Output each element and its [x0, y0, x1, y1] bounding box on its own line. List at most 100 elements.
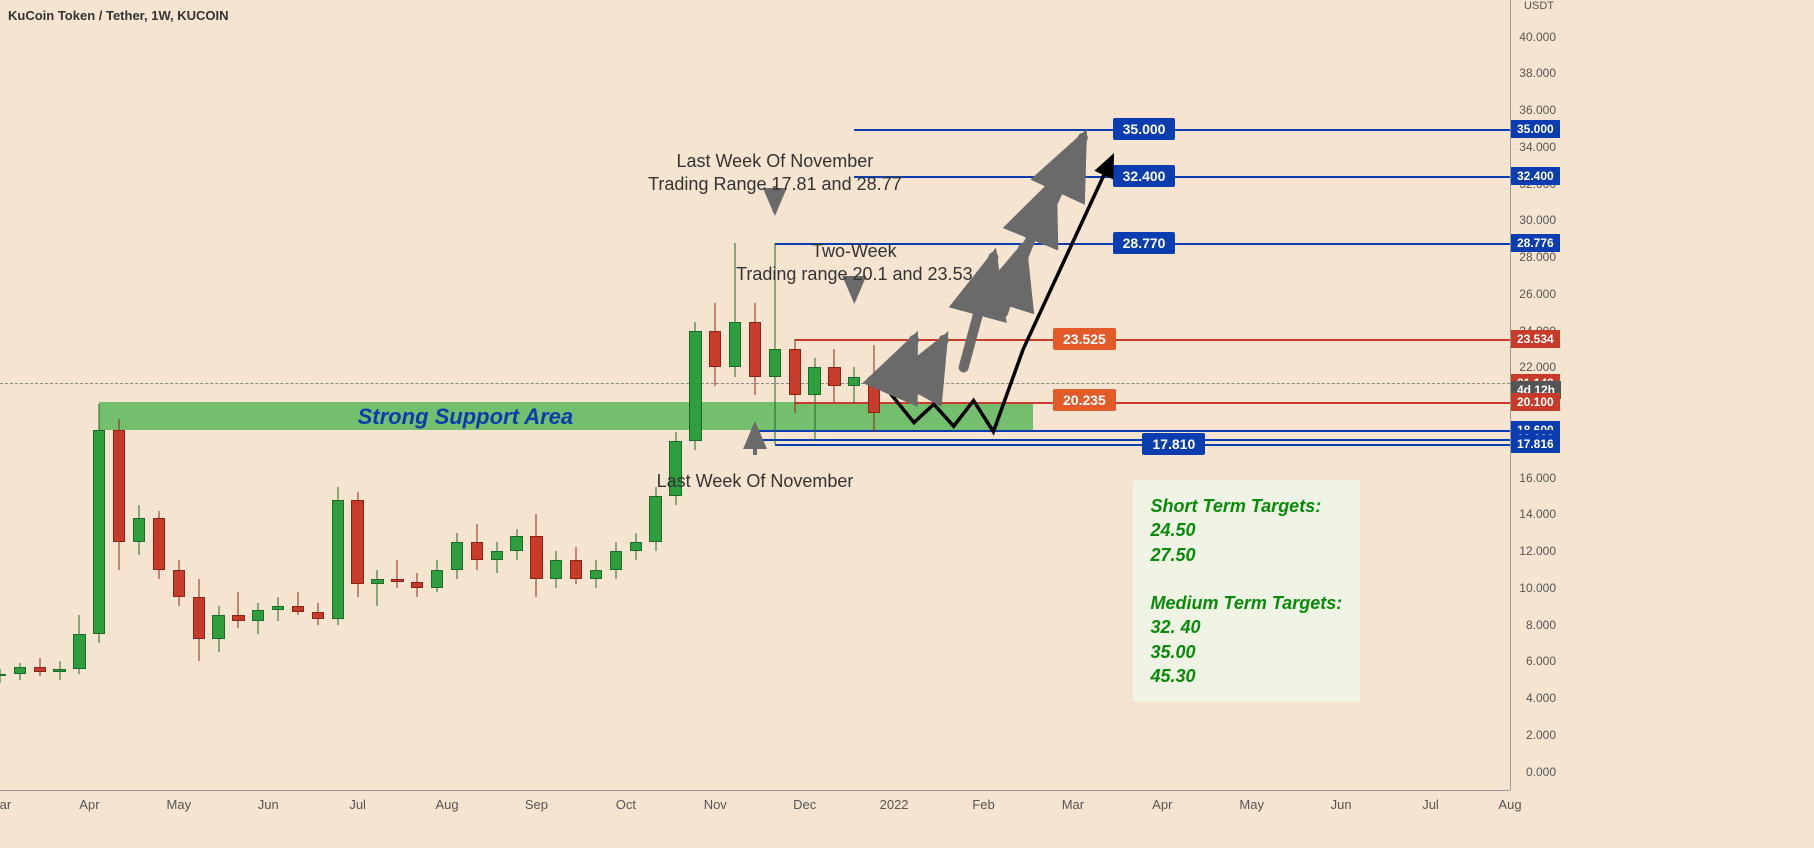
candle-body [610, 551, 622, 569]
x-tick-label: Sep [525, 797, 548, 812]
candlestick[interactable] [332, 0, 344, 790]
candlestick[interactable] [391, 0, 403, 790]
x-axis: MarAprMayJunJulAugSepOctNovDec2022FebMar… [0, 790, 1510, 848]
y-tick-label: 10.000 [1519, 581, 1556, 595]
y-tick-label: 28.000 [1519, 250, 1556, 264]
candlestick[interactable] [431, 0, 443, 790]
y-tick-label: 14.000 [1519, 507, 1556, 521]
candle-body [14, 667, 26, 674]
candlestick[interactable] [232, 0, 244, 790]
candle-body [789, 349, 801, 395]
candlestick[interactable] [93, 0, 105, 790]
price-axis-label: 28.776 [1511, 234, 1560, 252]
x-tick-label: Apr [79, 797, 99, 812]
candlestick[interactable] [570, 0, 582, 790]
candle-body [232, 615, 244, 621]
candle-body [471, 542, 483, 560]
candle-body [689, 331, 701, 441]
candlestick[interactable] [34, 0, 46, 790]
candle-body [173, 570, 185, 598]
candlestick[interactable] [252, 0, 264, 790]
candlestick[interactable] [14, 0, 26, 790]
x-tick-label: Mar [1062, 797, 1084, 812]
candlestick[interactable] [749, 0, 761, 790]
candle-wick [298, 592, 299, 616]
candlestick[interactable] [193, 0, 205, 790]
candlestick[interactable] [471, 0, 483, 790]
candlestick[interactable] [133, 0, 145, 790]
y-tick-label: 34.000 [1519, 140, 1556, 154]
candlestick[interactable] [451, 0, 463, 790]
candlestick[interactable] [113, 0, 125, 790]
price-level-label: 32.400 [1113, 165, 1176, 187]
candle-body [332, 500, 344, 619]
candlestick[interactable] [868, 0, 880, 790]
x-tick-label: Nov [704, 797, 727, 812]
candlestick[interactable] [709, 0, 721, 790]
candlestick[interactable] [610, 0, 622, 790]
candlestick[interactable] [153, 0, 165, 790]
candlestick[interactable] [212, 0, 224, 790]
y-tick-label: 22.000 [1519, 360, 1556, 374]
candlestick[interactable] [292, 0, 304, 790]
candle-wick [397, 560, 398, 588]
candlestick[interactable] [808, 0, 820, 790]
candle-body [828, 367, 840, 385]
candlestick[interactable] [351, 0, 363, 790]
candlestick[interactable] [590, 0, 602, 790]
candlestick[interactable] [828, 0, 840, 790]
candle-body [411, 582, 423, 588]
candlestick[interactable] [0, 0, 6, 790]
x-tick-label: 2022 [880, 797, 909, 812]
candle-body [312, 612, 324, 619]
candle-body [371, 579, 383, 585]
candlestick[interactable] [510, 0, 522, 790]
candlestick[interactable] [371, 0, 383, 790]
candlestick[interactable] [689, 0, 701, 790]
candle-body [590, 570, 602, 579]
support-zone-label: Strong Support Area [358, 404, 574, 430]
candle-body [212, 615, 224, 639]
targets-panel: Short Term Targets:24.5027.50 Medium Ter… [1133, 480, 1361, 702]
candlestick[interactable] [669, 0, 681, 790]
x-tick-label: Jul [349, 797, 366, 812]
candle-body [530, 536, 542, 578]
chart-annotation: Last Week Of November [657, 470, 854, 493]
candlestick[interactable] [411, 0, 423, 790]
candlestick[interactable] [630, 0, 642, 790]
x-tick-label: Apr [1152, 797, 1172, 812]
candle-body [0, 674, 6, 676]
plot-area[interactable]: Strong Support Area35.00032.40028.77023.… [0, 0, 1510, 790]
x-tick-label: Feb [972, 797, 994, 812]
candlestick[interactable] [173, 0, 185, 790]
candle-body [749, 322, 761, 377]
candle-body [649, 496, 661, 542]
candlestick[interactable] [272, 0, 284, 790]
candle-body [153, 518, 165, 569]
price-level-label: 17.810 [1142, 433, 1205, 455]
price-axis-label: 17.816 [1511, 435, 1560, 453]
x-tick-label: Dec [793, 797, 816, 812]
candlestick[interactable] [848, 0, 860, 790]
candlestick[interactable] [312, 0, 324, 790]
candlestick[interactable] [769, 0, 781, 790]
candle-body [729, 322, 741, 368]
x-tick-label: Aug [1498, 797, 1521, 812]
candlestick[interactable] [789, 0, 801, 790]
y-tick-label: 40.000 [1519, 30, 1556, 44]
candlestick[interactable] [729, 0, 741, 790]
candle-body [252, 610, 264, 621]
candlestick[interactable] [649, 0, 661, 790]
x-tick-label: Jul [1422, 797, 1439, 812]
candlestick[interactable] [53, 0, 65, 790]
candlestick[interactable] [73, 0, 85, 790]
y-tick-label: 12.000 [1519, 544, 1556, 558]
candle-body [630, 542, 642, 551]
candlestick[interactable] [550, 0, 562, 790]
candlestick[interactable] [530, 0, 542, 790]
candle-body [769, 349, 781, 377]
candle-body [193, 597, 205, 639]
chart-container: KuCoin Token / Tether, 1W, KUCOIN Strong… [0, 0, 1814, 848]
candlestick[interactable] [491, 0, 503, 790]
candle-wick [377, 570, 378, 607]
